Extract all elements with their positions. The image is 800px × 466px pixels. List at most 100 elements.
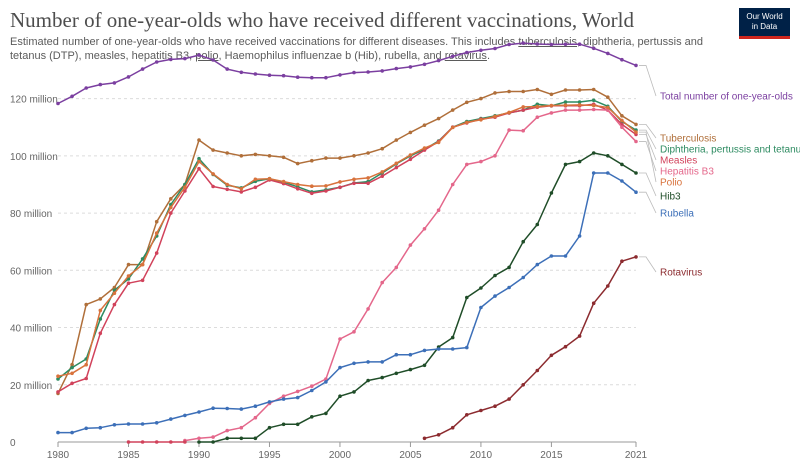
- series-line: [57, 42, 637, 105]
- data-point: [338, 180, 342, 184]
- data-point: [366, 307, 370, 311]
- data-point: [295, 75, 300, 79]
- data-point: [394, 161, 399, 166]
- data-point: [126, 440, 131, 444]
- data-point: [267, 400, 272, 404]
- data-point: [577, 108, 582, 112]
- data-point: [521, 105, 525, 109]
- data-point: [112, 81, 117, 85]
- series-line: [57, 88, 637, 394]
- data-point: [450, 425, 455, 430]
- data-point: [394, 265, 399, 270]
- data-point: [408, 130, 413, 135]
- legend-leader-line: [639, 131, 657, 183]
- data-point: [56, 374, 60, 379]
- data-point: [366, 176, 370, 180]
- data-point: [394, 165, 399, 170]
- legend-label: Hib3: [660, 192, 681, 203]
- series-line: [57, 99, 637, 380]
- data-point: [521, 108, 525, 112]
- data-point: [549, 92, 554, 97]
- y-tick-label: 20 million: [10, 381, 52, 392]
- data-point: [436, 433, 441, 437]
- data-point: [535, 222, 540, 227]
- data-point: [310, 158, 314, 163]
- data-point: [197, 159, 201, 164]
- data-point: [563, 344, 568, 349]
- data-point: [310, 75, 314, 80]
- data-point: [422, 62, 427, 67]
- data-point: [620, 118, 624, 123]
- data-point: [112, 291, 117, 296]
- data-point: [239, 154, 244, 158]
- data-point: [352, 177, 356, 182]
- data-point: [422, 123, 427, 127]
- y-tick-label: 0: [10, 438, 16, 449]
- data-point: [591, 46, 596, 51]
- data-point: [253, 152, 258, 157]
- data-point: [450, 182, 455, 187]
- data-point: [366, 70, 370, 74]
- owid-logo[interactable]: Our World in Data: [739, 8, 790, 39]
- data-point: [84, 302, 88, 307]
- data-point: [436, 347, 441, 351]
- legend-label: Hepatitis B3: [660, 167, 714, 178]
- data-point: [366, 378, 370, 383]
- data-point: [98, 308, 103, 313]
- data-point: [225, 187, 229, 192]
- data-point: [154, 60, 159, 64]
- data-point: [408, 157, 413, 162]
- data-point: [380, 146, 385, 151]
- data-point: [577, 234, 582, 238]
- data-point: [549, 191, 554, 195]
- data-point: [98, 317, 103, 321]
- data-point: [479, 305, 483, 310]
- y-tick-label: 120 million: [10, 95, 58, 106]
- data-point: [465, 345, 469, 350]
- data-point: [183, 413, 187, 418]
- data-point: [352, 361, 356, 366]
- data-point: [70, 362, 74, 367]
- x-tick-label: 1990: [188, 450, 211, 461]
- legend-leader-line: [639, 133, 657, 161]
- data-point: [183, 189, 187, 193]
- data-point: [56, 430, 60, 435]
- data-point: [380, 360, 385, 364]
- data-point: [126, 262, 131, 267]
- data-point: [549, 353, 554, 358]
- data-point: [535, 42, 540, 46]
- data-point: [563, 108, 568, 112]
- data-point: [436, 116, 441, 121]
- rotavirus-link[interactable]: rotavirus: [444, 50, 487, 62]
- data-point: [549, 254, 554, 258]
- data-point: [225, 151, 229, 155]
- x-tick-label: 2015: [540, 450, 563, 461]
- data-point: [295, 187, 300, 191]
- data-point: [84, 426, 88, 431]
- data-point: [577, 42, 582, 46]
- legend-leader-line: [639, 256, 657, 273]
- data-point: [366, 360, 370, 364]
- data-point: [253, 185, 258, 190]
- data-point: [493, 404, 497, 409]
- data-point: [634, 255, 638, 259]
- data-point: [239, 187, 244, 191]
- data-point: [507, 42, 511, 47]
- data-point: [591, 107, 596, 112]
- logo-line-2: in Data: [751, 22, 778, 31]
- data-point: [169, 197, 173, 201]
- data-point: [493, 91, 497, 95]
- data-point: [422, 348, 427, 353]
- legend-leader-line: [639, 141, 657, 172]
- data-point: [620, 162, 624, 167]
- data-point: [338, 394, 342, 399]
- data-point: [324, 75, 328, 80]
- data-point: [634, 122, 638, 127]
- data-point: [408, 243, 413, 247]
- data-point: [507, 110, 511, 115]
- data-point: [450, 347, 455, 351]
- data-point: [479, 96, 483, 101]
- data-point: [563, 103, 568, 107]
- data-point: [281, 394, 286, 399]
- data-point: [535, 262, 540, 267]
